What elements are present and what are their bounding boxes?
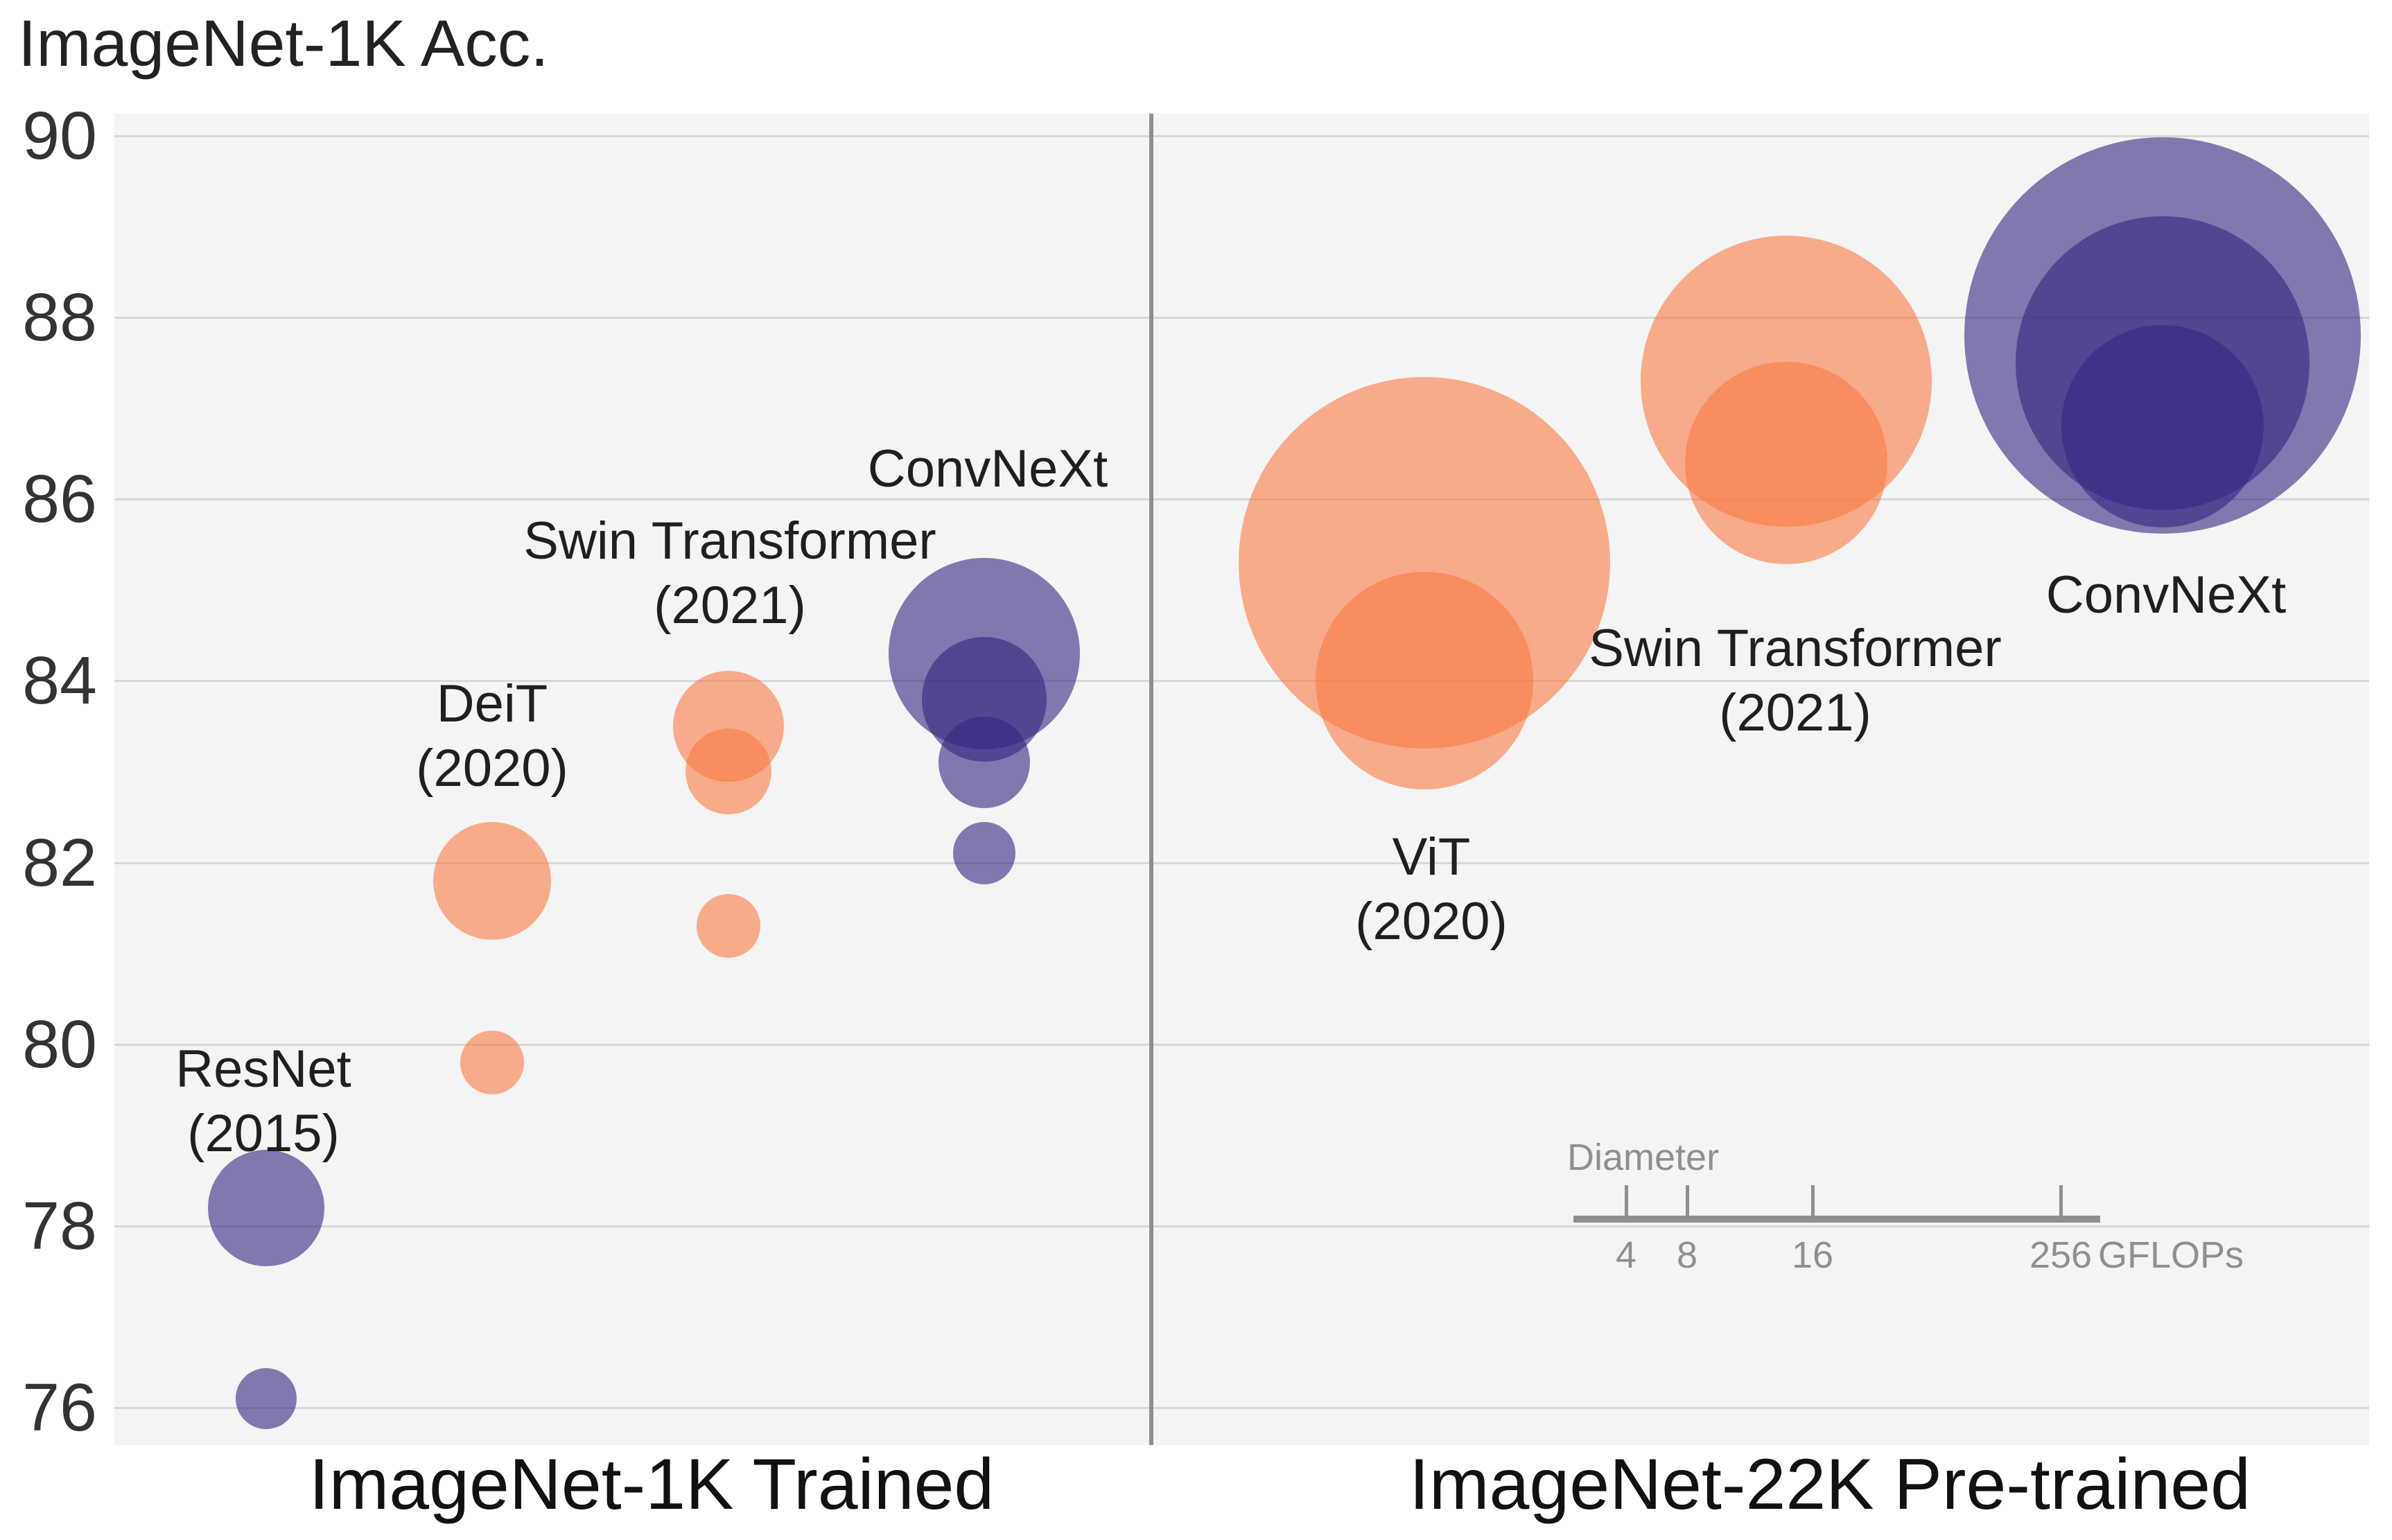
y-tick-label-90: 90 (22, 98, 97, 173)
bubble-convnext-83.1 (939, 717, 1030, 809)
legend-tick-mark-16 (1811, 1185, 1815, 1217)
x-axis-label-imagenet-22k-pretrained: ImageNet-22K Pre-trained (1409, 1444, 2251, 1525)
bubble-deit-81.8 (433, 821, 551, 940)
bubble-swin-transformer-83 (686, 728, 771, 815)
y-tick-label-82: 82 (22, 824, 97, 900)
y-tick-label-86: 86 (22, 461, 97, 537)
label-line: ConvNeXt (2045, 566, 2287, 624)
gridline-82 (114, 861, 2369, 864)
bubble-convnext-82.1 (953, 822, 1015, 885)
panel-divider-line (1149, 114, 1153, 1445)
legend-tick-mark-4 (1625, 1185, 1628, 1217)
label-convnext-panel2: ConvNeXt (2046, 563, 2286, 627)
legend-tick-mark-256 (2059, 1185, 2063, 1217)
legend-tick-label-16: 16 (1791, 1234, 1834, 1276)
gridline-76 (114, 1406, 2369, 1409)
label-line: (2021) (1719, 683, 1871, 742)
bubble-swin-transformer-81.3 (697, 894, 760, 959)
y-tick-label-78: 78 (22, 1187, 97, 1263)
chart-title: ImageNet-1K Acc. (18, 7, 549, 80)
legend-tick-mark-8 (1686, 1185, 1689, 1217)
legend-unit-gflops: GFLOPs (2097, 1234, 2244, 1276)
label-line: ResNet (175, 1040, 351, 1099)
label-line: ViT (1392, 828, 1471, 886)
legend-tick-label-256: 256 (2029, 1234, 2093, 1276)
label-swin-transformer-panel1: Swin Transformer (2021) (523, 509, 936, 638)
gridline-84 (114, 680, 2369, 683)
legend-title-diameter: Diameter (1567, 1137, 1720, 1178)
label-convnext-panel1: ConvNeXt (868, 437, 1108, 501)
label-line: (2021) (654, 576, 806, 635)
gridline-88 (114, 317, 2369, 320)
legend-size-scale-line (1573, 1216, 2100, 1223)
label-vit-panel2: ViT (2020) (1355, 825, 1508, 954)
y-tick-label-76: 76 (22, 1369, 97, 1445)
gridline-86 (114, 498, 2369, 501)
gridline-90 (114, 135, 2369, 137)
label-line: Swin Transformer (1589, 619, 2002, 678)
legend-tick-label-8: 8 (1676, 1234, 1698, 1276)
bubble-resnet-76.1 (236, 1367, 297, 1429)
bubble-deit-79.8 (460, 1030, 524, 1094)
label-line: Swin Transformer (523, 511, 936, 570)
plot-area: ResNet (2015) DeiT (2020) Swin Transformer (2… (114, 114, 2369, 1445)
label-swin-transformer-panel2: Swin Transformer (2021) (1589, 616, 2002, 745)
gridline-80 (114, 1043, 2369, 1046)
label-line: (2020) (1355, 892, 1508, 951)
bubble-swin-transformer-86.4 (1685, 361, 1887, 564)
y-tick-label-80: 80 (22, 1006, 97, 1082)
bubble-resnet-78.2 (208, 1149, 324, 1266)
label-deit-panel1: DeiT (2020) (416, 672, 568, 800)
y-tick-label-88: 88 (22, 279, 97, 356)
label-line: DeiT (436, 674, 548, 733)
label-line: ConvNeXt (867, 439, 1108, 498)
label-line: (2015) (187, 1104, 340, 1163)
label-line: (2020) (416, 739, 568, 798)
legend-tick-label-4: 4 (1615, 1234, 1637, 1276)
label-resnet-panel1: ResNet (2015) (175, 1037, 351, 1166)
bubble-vit-84 (1316, 572, 1533, 790)
x-axis-label-imagenet-1k-trained: ImageNet-1K Trained (308, 1444, 995, 1525)
gridline-78 (114, 1225, 2369, 1227)
y-tick-label-84: 84 (22, 642, 97, 719)
bubble-convnext-86.8 (2061, 325, 2264, 528)
